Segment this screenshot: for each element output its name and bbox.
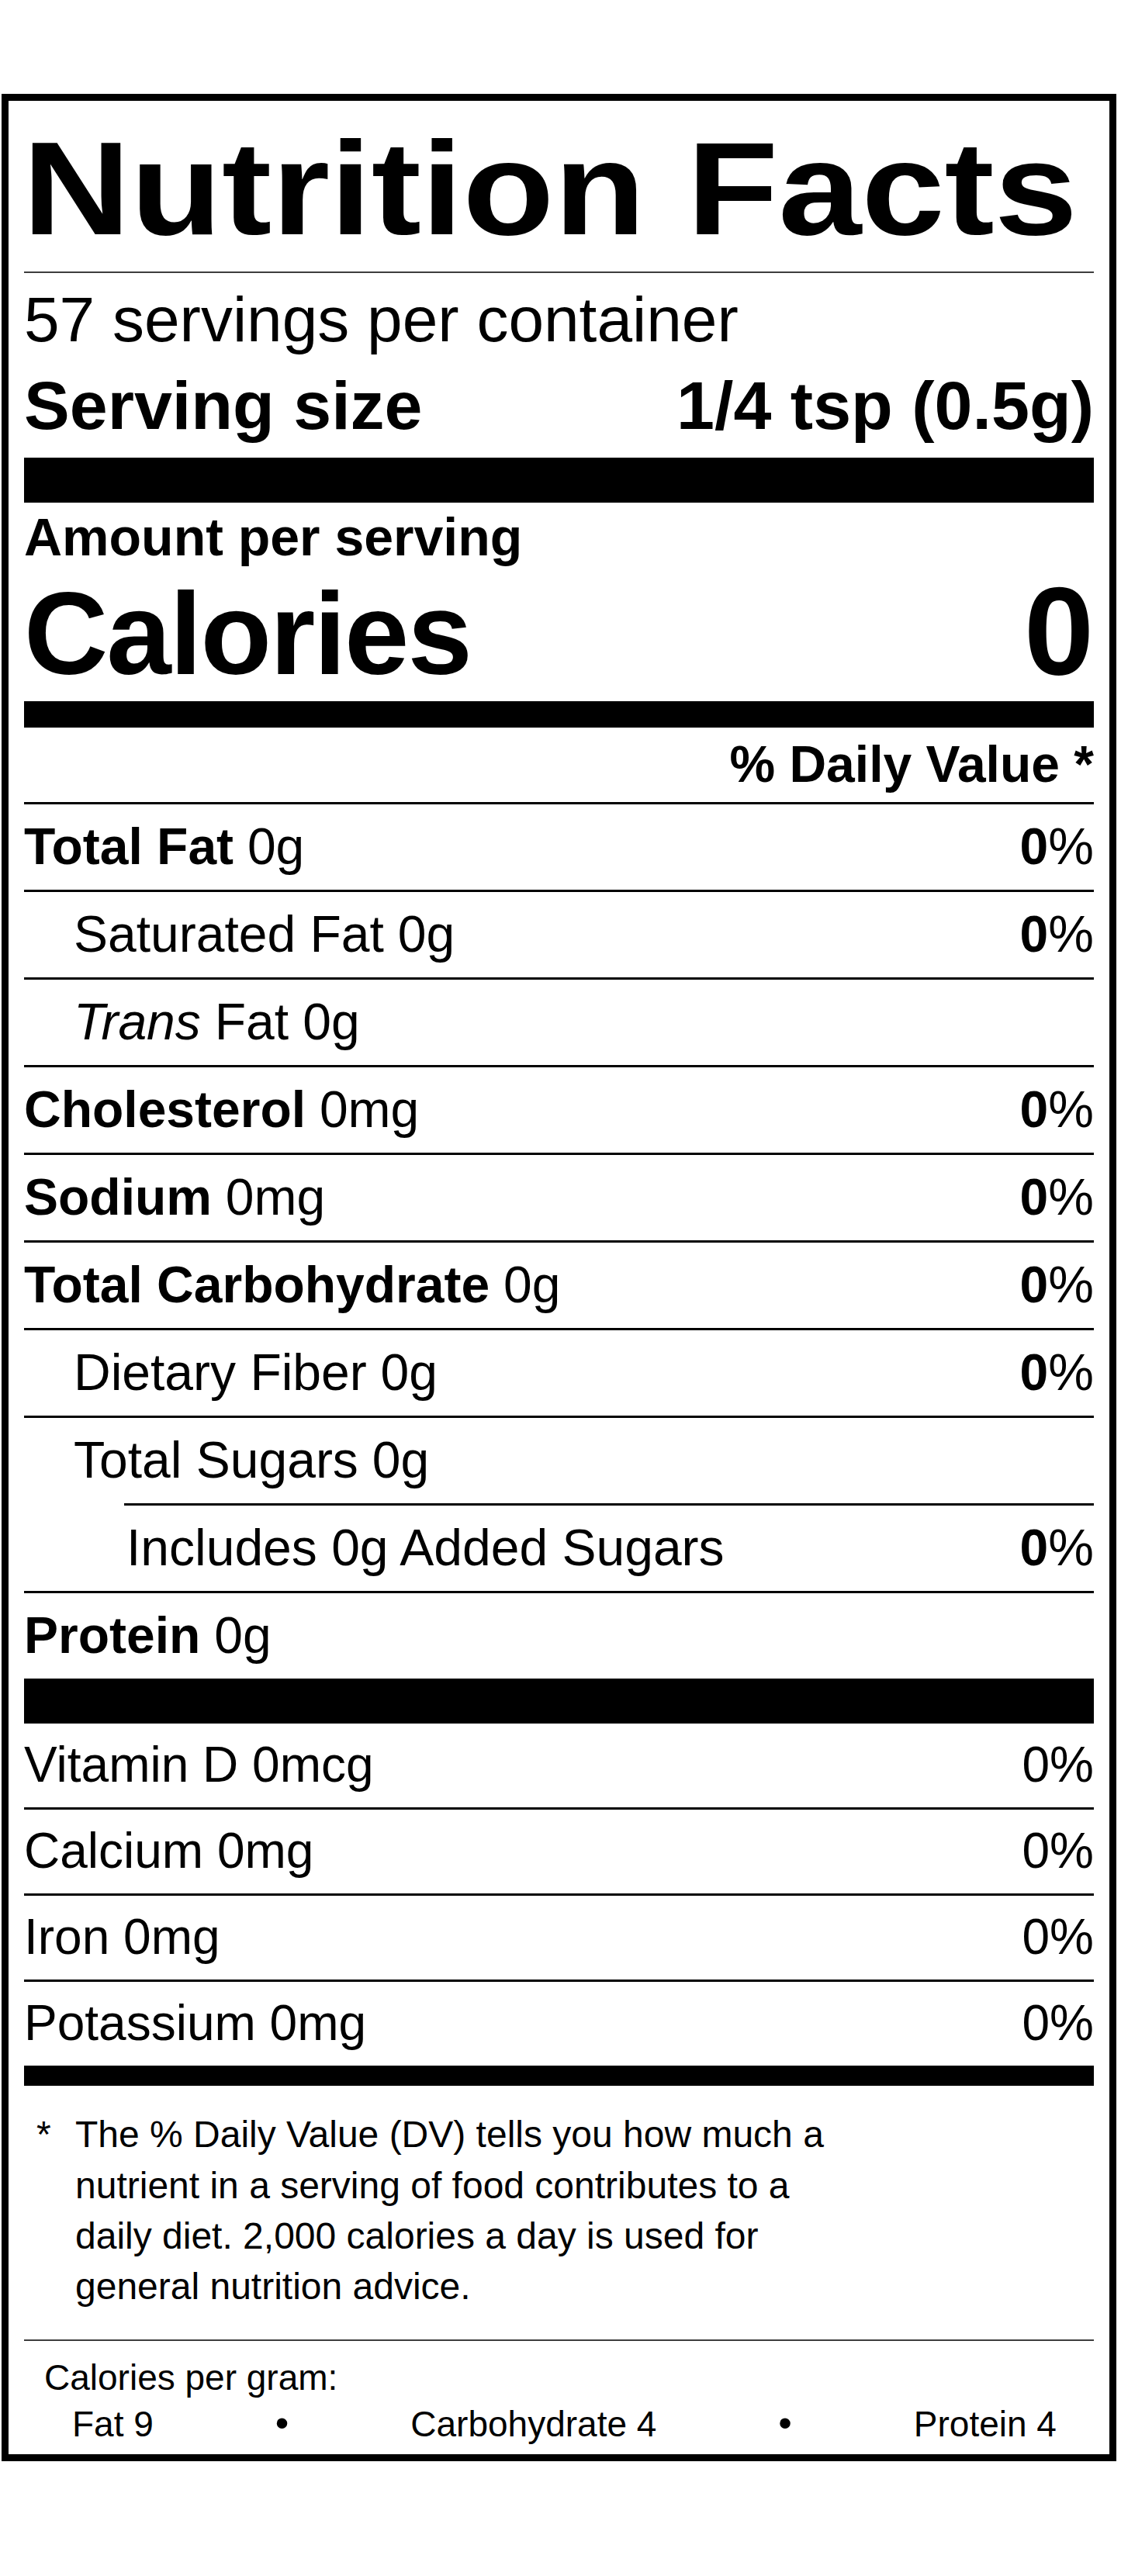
nutrient-text: Saturated Fat0g [74,908,455,960]
nutrient-row-saturated-fat: Saturated Fat0g 0% [24,892,1094,977]
medium-divider-bar [24,701,1094,728]
micronutrient-dv: 0% [1022,1912,1095,1962]
nutrient-text: Total Carbohydrate0g [24,1259,560,1310]
divider-above-calories-per-gram [24,2339,1094,2341]
footnote-marker: * [24,2109,64,2311]
micronutrient-dv: 0% [1022,1740,1095,1789]
nutrient-text: TransFat 0g [74,996,360,1047]
thick-divider-bar [24,1679,1094,1724]
nutrient-row-added-sugars: Includes 0g Added Sugars 0% [24,1506,1094,1591]
daily-value-header: % Daily Value * [24,728,1094,802]
nutrient-row-cholesterol: Cholesterol0mg 0% [24,1067,1094,1153]
nutrient-row-dietary-fiber: Dietary Fiber0g 0% [24,1330,1094,1416]
micronutrient-dv: 0% [1022,1826,1095,1876]
micronutrient-text: Potassium 0mg [24,1998,366,2048]
thin-divider-bar [24,2066,1094,2086]
nutrient-text: Sodium0mg [24,1171,325,1222]
footnote-text: The % Daily Value (DV) tells you how muc… [75,2109,859,2311]
footnote: * The % Daily Value (DV) tells you how m… [24,2086,1094,2339]
micronutrient-row-calcium: Calcium 0mg 0% [24,1810,1094,1893]
label-title-text: Nutrition Facts [24,118,1078,258]
calories-per-gram-protein: Protein 4 [914,2403,1057,2446]
nutrition-facts-label: Nutrition Facts 57 servings per containe… [2,94,1116,2461]
calories-label: Calories [24,576,471,692]
nutrient-text: Dietary Fiber0g [74,1347,438,1398]
nutrient-dv: 0% [1020,1522,1094,1573]
calories-row: Calories 0 [24,568,1094,693]
micronutrient-dv: 0% [1022,1998,1095,2048]
nutrient-row-sodium: Sodium0mg 0% [24,1155,1094,1240]
nutrient-dv: 0% [1020,908,1094,960]
label-title: Nutrition Facts [24,118,1094,258]
amount-per-serving: Amount per serving [24,510,1094,563]
nutrient-dv: 0% [1020,1084,1094,1135]
bullet-separator: • [778,2400,792,2446]
calories-per-gram-heading: Calories per gram: [24,2356,1094,2399]
nutrient-text: Total Sugars0g [74,1434,429,1485]
nutrient-dv: 0% [1020,1259,1094,1310]
nutrient-dv: 0% [1020,821,1094,872]
nutrient-row-total-fat: Total Fat0g 0% [24,804,1094,890]
nutrient-dv: 0% [1020,1171,1094,1222]
micronutrient-text: Calcium 0mg [24,1826,313,1876]
micronutrient-text: Vitamin D 0mcg [24,1740,374,1789]
micronutrient-row-iron: Iron 0mg 0% [24,1896,1094,1980]
nutrient-row-total-carbohydrate: Total Carbohydrate0g 0% [24,1243,1094,1328]
nutrient-row-total-sugars: Total Sugars0g [24,1418,1094,1503]
bullet-separator: • [275,2400,289,2446]
nutrient-dv: 0% [1020,1347,1094,1398]
serving-size-value: 1/4 tsp (0.5g) [676,368,1094,444]
serving-size-row: Serving size 1/4 tsp (0.5g) [24,368,1094,444]
thick-divider-bar [24,458,1094,503]
micronutrient-row-vitamin-d: Vitamin D 0mcg 0% [24,1724,1094,1807]
micronutrient-row-potassium: Potassium 0mg 0% [24,1982,1094,2066]
serving-size-label: Serving size [24,368,423,444]
calories-per-gram-fat: Fat 9 [72,2403,154,2446]
nutrient-text: Cholesterol0mg [24,1084,419,1135]
divider-under-title [24,271,1094,273]
calories-per-gram-carbohydrate: Carbohydrate 4 [410,2403,656,2446]
nutrient-text: Protein0g [24,1610,272,1661]
nutrient-row-protein: Protein0g [24,1593,1094,1679]
micronutrient-text: Iron 0mg [24,1912,220,1962]
nutrient-row-trans-fat: TransFat 0g [24,980,1094,1065]
nutrient-text: Includes 0g Added Sugars [126,1522,738,1573]
calories-value: 0 [1024,568,1094,693]
calories-per-gram-row: Fat 9 • Carbohydrate 4 • Protein 4 [24,2400,1094,2446]
servings-per-container: 57 servings per container [24,284,1094,355]
nutrient-text: Total Fat0g [24,821,304,872]
